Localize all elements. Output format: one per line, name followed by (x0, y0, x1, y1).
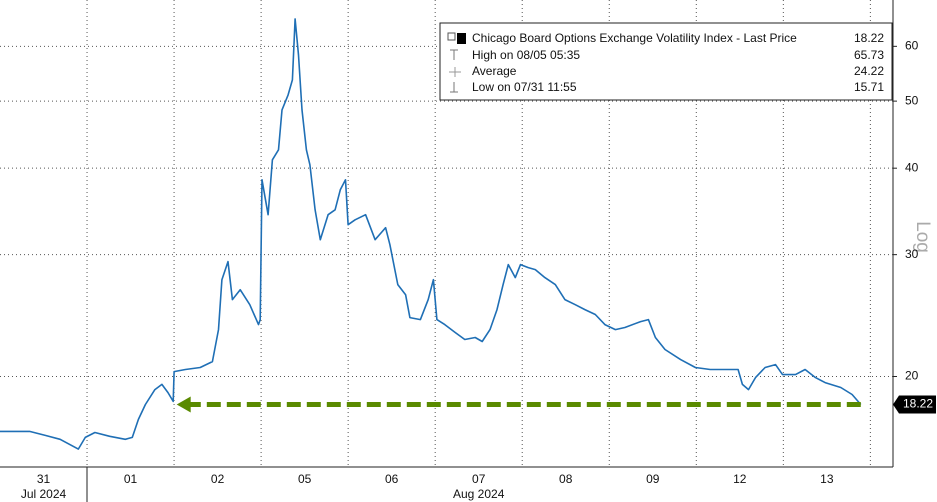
y-tick-label: 60 (905, 39, 919, 53)
legend-label: Chicago Board Options Exchange Volatilit… (472, 31, 797, 45)
legend-value: 18.22 (854, 31, 884, 45)
x-tick-label: 01 (124, 472, 138, 486)
x-tick-label: 08 (559, 472, 573, 486)
legend-label: High on 08/05 05:35 (472, 48, 580, 62)
x-tick-label: 31 (37, 472, 51, 486)
y-tick-label: 40 (905, 160, 919, 174)
x-tick-label: 09 (646, 472, 660, 486)
legend-value: 15.71 (854, 80, 884, 94)
legend-label: Low on 07/31 11:55 (472, 80, 577, 94)
x-month-label: Jul 2024 (21, 487, 67, 501)
x-tick-label: 05 (298, 472, 312, 486)
legend-icon (450, 49, 458, 60)
legend-icon (450, 82, 458, 93)
axis-scale-label: Log (912, 221, 933, 253)
legend-icon (447, 32, 456, 41)
legend-value: 24.22 (854, 64, 884, 78)
y-tick-label: 50 (905, 93, 919, 107)
last-price-label: 18.22 (903, 397, 933, 411)
last-price-tag (893, 395, 936, 414)
x-tick-label: 12 (733, 472, 747, 486)
x-tick-label: 13 (820, 472, 834, 486)
legend-icon (457, 33, 466, 44)
x-month-label: Aug 2024 (453, 487, 505, 501)
price-line (0, 18, 862, 450)
x-tick-label: 02 (211, 472, 225, 486)
legend-icon (449, 67, 461, 77)
legend-value: 65.73 (854, 48, 884, 62)
x-tick-label: 07 (472, 472, 486, 486)
legend-label: Average (472, 64, 517, 78)
legend-box (439, 22, 893, 101)
y-tick-label: 30 (905, 247, 919, 261)
x-tick-label: 06 (385, 472, 399, 486)
legend: Chicago Board Options Exchange Volatilit… (439, 22, 893, 101)
y-tick-label: 20 (905, 369, 919, 383)
annotation-arrowhead (176, 396, 191, 413)
